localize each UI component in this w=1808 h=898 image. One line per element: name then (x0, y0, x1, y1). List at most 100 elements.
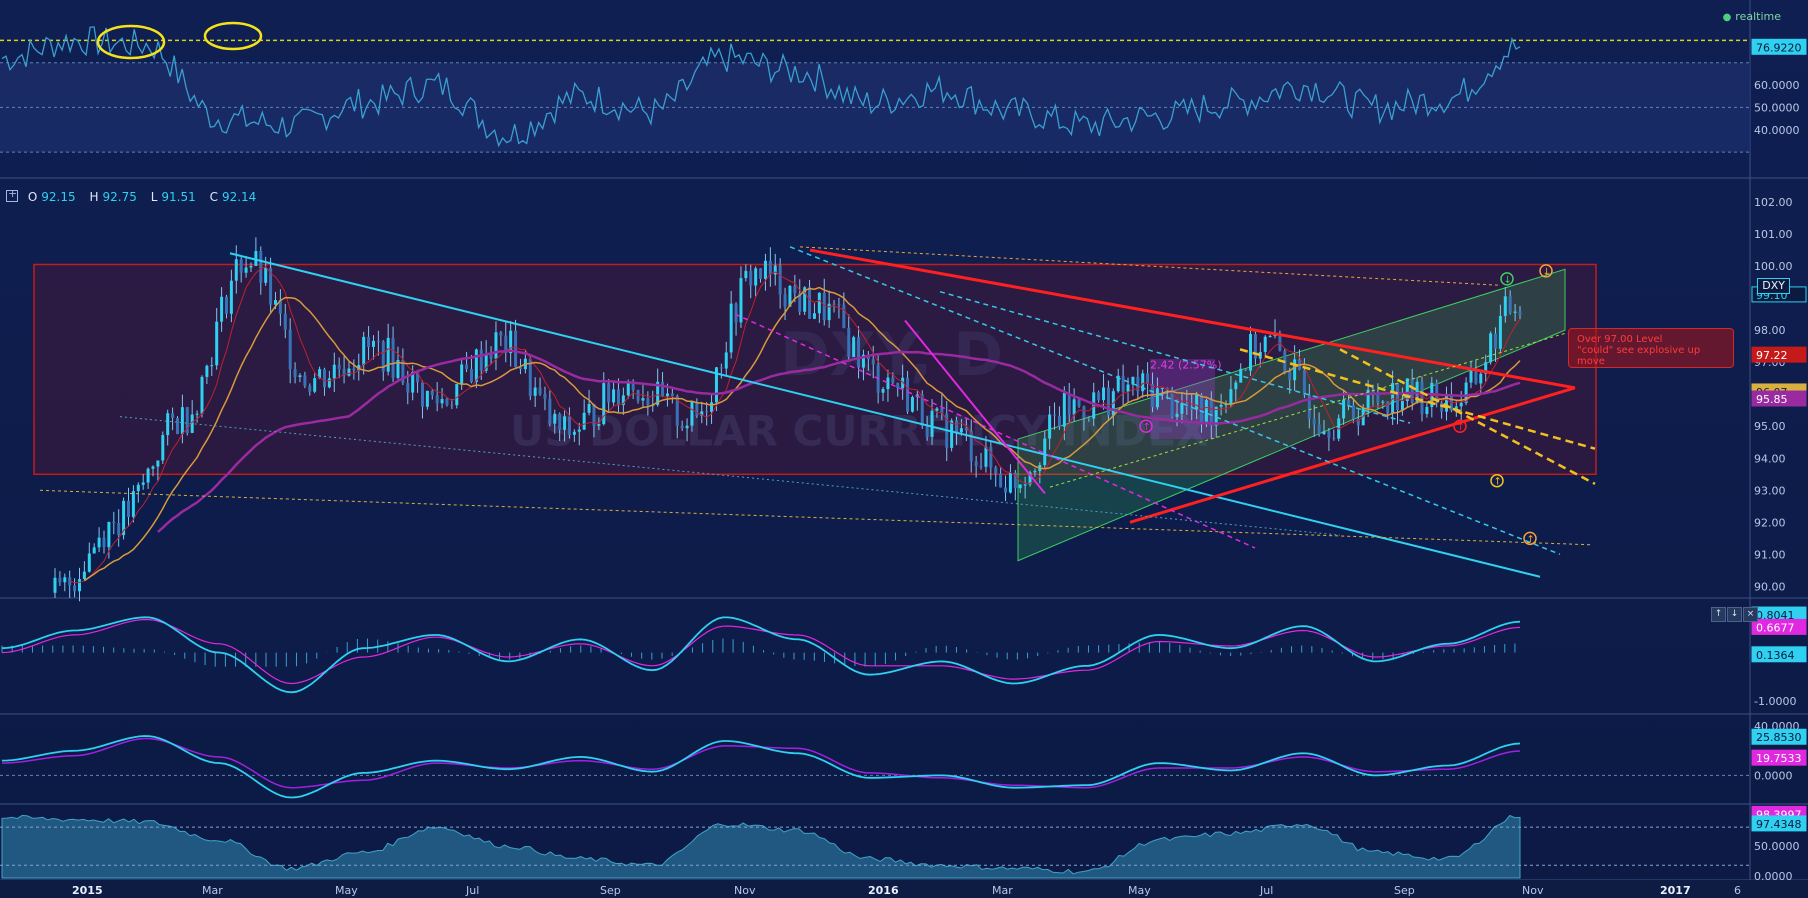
time-axis-bg (0, 880, 1808, 898)
expand-legend-icon[interactable] (6, 187, 18, 202)
candle-body (1342, 399, 1346, 419)
candle-body (122, 500, 126, 536)
signal-arrow-icon (1139, 419, 1153, 433)
candle-body (1253, 334, 1257, 359)
candle-body (1484, 362, 1488, 374)
candle-body (171, 413, 175, 419)
rsi-last-value: 76.9220 (1756, 41, 1802, 54)
candle-body (959, 428, 963, 433)
candle-body (543, 393, 547, 399)
ohlc-open-label: O (27, 190, 38, 204)
candle-body (166, 413, 170, 436)
candle-body (763, 260, 767, 279)
candle-body (1307, 395, 1311, 419)
candle-body (812, 313, 816, 319)
candle-body (411, 372, 415, 393)
candle-body (430, 390, 434, 396)
candle-body (1229, 389, 1233, 405)
stoch-d-tag: 97.4348 (1756, 818, 1802, 831)
candle-body (200, 376, 204, 414)
teal-dotted-line (119, 416, 1341, 536)
signal-arrow-glyph: ↓ (1543, 267, 1551, 278)
candle-body (180, 407, 184, 434)
candle-body (445, 399, 449, 405)
candle-body (357, 365, 361, 371)
realtime-label: realtime (1735, 10, 1781, 23)
signal-arrow-glyph: ↑ (1457, 422, 1465, 433)
candle-body (1087, 417, 1091, 419)
candle-body (504, 335, 508, 354)
candle-body (391, 337, 395, 378)
candle-body (582, 412, 586, 430)
red-support-line (1129, 386, 1576, 524)
candle-body (1449, 393, 1453, 411)
candle-body (1190, 407, 1194, 410)
level-purple-tag-bg (1751, 390, 1807, 407)
pane-move-down-icon[interactable]: ↓ (1727, 607, 1742, 622)
watermark-bottom: US DOLLAR CURRENCY INDEX (510, 406, 1209, 455)
candle-body (518, 367, 522, 370)
candle-body (1102, 387, 1106, 401)
candle-body (759, 268, 763, 279)
candle-body (494, 332, 498, 359)
signal-arrow-icon (1523, 531, 1537, 546)
candle-body (906, 377, 910, 412)
signal-arrow-icon (1500, 272, 1514, 286)
pane-move-up-icon[interactable]: ↑ (1711, 607, 1726, 622)
candle-body (1023, 484, 1027, 486)
candle-body (783, 294, 787, 307)
candle-body (695, 401, 699, 416)
time-tick-label: 2017 (1660, 884, 1691, 897)
pane-close-icon[interactable]: × (1743, 607, 1758, 622)
candle-body (318, 369, 322, 379)
candle-body (567, 416, 571, 435)
candle-body (469, 369, 473, 383)
candle-body (308, 385, 312, 392)
candle-body (1469, 368, 1473, 383)
candle-body (768, 260, 772, 275)
candle-body (558, 413, 562, 430)
candle-body (254, 250, 258, 266)
time-tick-label: Mar (992, 884, 1013, 897)
cyan-downtrend-line (229, 252, 1541, 578)
candle-body (1155, 388, 1159, 408)
rsi-tick-label: 40.0000 (1754, 124, 1800, 137)
candle-body (1332, 437, 1336, 439)
candle-body (1317, 424, 1321, 435)
time-tick-label: Sep (1394, 884, 1415, 897)
time-tick-label: May (1128, 884, 1151, 897)
candle-body (460, 364, 464, 385)
candle-body (1322, 431, 1326, 435)
candle-body (1489, 333, 1493, 363)
candle-body (778, 265, 782, 295)
candle-body (920, 394, 924, 426)
candle-body (249, 265, 253, 268)
candle-body (1180, 403, 1184, 414)
candle-body (631, 382, 635, 391)
candle-body (788, 286, 792, 307)
candle-body (215, 321, 219, 366)
ohlc-low-label: L (150, 190, 158, 204)
candle-body (425, 390, 429, 407)
candle-body (685, 425, 689, 429)
candle-body (1445, 393, 1449, 412)
magenta-breakdown-line (904, 319, 1046, 495)
candle-body (435, 395, 439, 404)
candle-body (621, 395, 625, 406)
candle-body (224, 296, 228, 314)
candle-body (700, 411, 704, 416)
candle-body (1366, 389, 1370, 408)
candle-body (744, 270, 748, 279)
candle-body (1008, 472, 1012, 493)
candle-body (538, 387, 542, 394)
symbol-price-tag: DXY (1757, 278, 1790, 294)
candle-body (994, 467, 998, 474)
candle-body (719, 367, 723, 369)
candle-body (793, 286, 797, 294)
candle-body (891, 377, 895, 383)
macd-signal-line (1, 618, 1521, 685)
analysis-note[interactable]: Over 97.00 Level "could" see explosive u… (1568, 328, 1734, 368)
candle-body (597, 424, 601, 426)
